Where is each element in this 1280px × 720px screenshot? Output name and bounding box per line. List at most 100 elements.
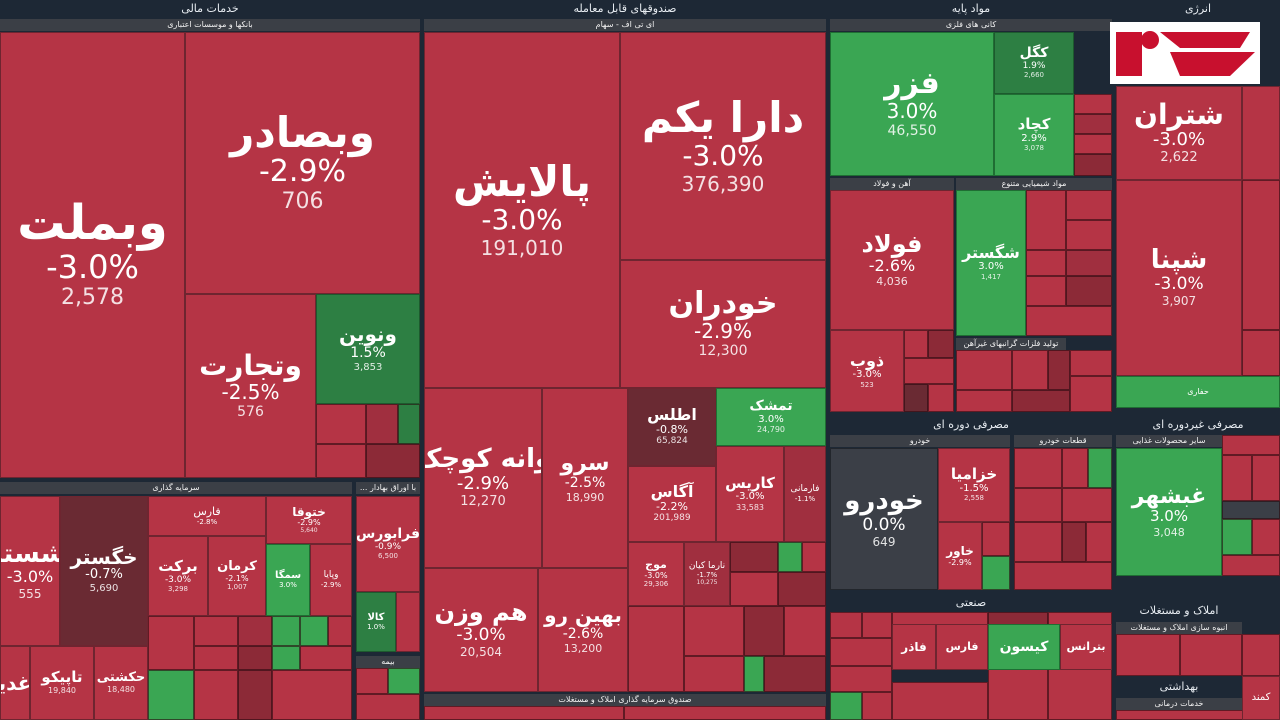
tile-farmani[interactable]: فارمانی -1.1% bbox=[784, 446, 826, 542]
sector-title-etf: صندوقهای قابل معامله bbox=[573, 2, 677, 15]
tile-agas[interactable]: آگاس -2.2% 201,989 bbox=[628, 466, 716, 542]
tile-name: اطلس bbox=[647, 404, 697, 424]
tile-fazr[interactable]: فزر 3.0% 46,550 bbox=[830, 32, 994, 176]
tile-vgadir[interactable]: وغدیر bbox=[0, 646, 30, 720]
tile-kegol[interactable]: کگل 1.9% 2,660 bbox=[994, 32, 1074, 94]
tile-refinery[interactable]: حفاری bbox=[1116, 376, 1280, 408]
tile-name: شستا bbox=[1, 538, 59, 569]
tile-karis[interactable]: کاریس -3.0% 33,583 bbox=[716, 446, 784, 542]
tile-name: بهین رو bbox=[544, 602, 622, 627]
tile-vbemellat[interactable]: وبملت -3.0% 2,578 bbox=[0, 32, 185, 478]
tile-shepna[interactable]: شپنا -3.0% 3,907 bbox=[1116, 180, 1242, 376]
tile-batrans[interactable]: بترانس bbox=[1060, 624, 1112, 670]
tile-ghabshahr[interactable]: غبشهر 3.0% 3,048 bbox=[1116, 448, 1222, 576]
tile-name: سرو bbox=[560, 450, 610, 476]
tile-kala[interactable]: کالا 1.0% bbox=[356, 592, 396, 652]
tile-percent: -3.0% bbox=[682, 138, 764, 172]
subsector-other-fin: ... با اوراق بهادار bbox=[356, 482, 420, 494]
tile-palayesh[interactable]: پالایش -3.0% 191,010 bbox=[424, 32, 620, 388]
tile-hamvazn[interactable]: هم وزن -3.0% 20,504 bbox=[424, 568, 538, 692]
tile-percent: -3.0% bbox=[164, 574, 192, 585]
tile-name: خاور bbox=[946, 544, 974, 559]
tile-zob[interactable]: ذوب -3.0% 523 bbox=[830, 330, 904, 412]
tile-percent: -2.5% bbox=[221, 379, 280, 404]
tile-khgoster[interactable]: خگستر -0.7% 5,690 bbox=[60, 496, 148, 646]
tile-name: وپایا bbox=[323, 570, 339, 581]
tile-simga[interactable]: سمگا 3.0% bbox=[266, 544, 310, 616]
tile-kiseon[interactable]: کیسون bbox=[988, 624, 1060, 670]
tile-sarv[interactable]: سرو -2.5% 18,990 bbox=[542, 388, 628, 568]
tile-faraboors[interactable]: فرابورس -0.9% 6,500 bbox=[356, 496, 420, 592]
tile-vtejarat[interactable]: وتجارت -2.5% 576 bbox=[185, 294, 316, 478]
tile-value: 3,298 bbox=[167, 584, 189, 593]
tile-shegoster[interactable]: شگستر 3.0% 1,417 bbox=[956, 190, 1026, 336]
tile-khavar[interactable]: خاور -2.9% bbox=[938, 522, 982, 590]
tile-percent: -3.0% bbox=[481, 202, 563, 236]
tile-percent: -3.0% bbox=[456, 624, 506, 645]
tile-name: فارمانی bbox=[790, 484, 820, 495]
tile-kamand[interactable]: کمند bbox=[1242, 676, 1280, 720]
tile-shasta[interactable]: شستا -3.0% 555 bbox=[0, 496, 60, 646]
tile-mowj[interactable]: موج -3.0% 29,306 bbox=[628, 542, 684, 606]
tile-value: 523 bbox=[860, 380, 874, 389]
small-tiles-housing bbox=[1116, 634, 1280, 676]
tile-value: 2,622 bbox=[1160, 150, 1198, 166]
tile-foolad[interactable]: فولاد -2.6% 4,036 bbox=[830, 190, 954, 330]
tile-khodran[interactable]: خودران -2.9% 12,300 bbox=[620, 260, 826, 388]
tile-vnovin[interactable]: ونوین 1.5% 3,853 bbox=[316, 294, 420, 404]
tile-name: کچاد bbox=[1017, 115, 1051, 134]
tile-fater[interactable]: فاذر bbox=[892, 624, 936, 670]
tile-faris[interactable]: فارس -2.8% bbox=[148, 496, 266, 536]
tile-value: 65,824 bbox=[656, 436, 688, 447]
tile-shazran-right[interactable] bbox=[1242, 86, 1280, 180]
tile-name: کرمان bbox=[217, 559, 257, 575]
tile-kchad[interactable]: کچاد 2.9% 3,078 bbox=[994, 94, 1074, 176]
tile-hakeshti[interactable]: حکشتی 18,480 bbox=[94, 646, 148, 720]
tile-percent: -2.1% bbox=[225, 574, 249, 584]
subsector-basic-metals: تولید فلزات گرانبهای غیرآهن bbox=[956, 338, 1066, 350]
tile-name: موج bbox=[645, 558, 667, 572]
tile-name: شتران bbox=[1134, 98, 1224, 132]
tile-value: 18,480 bbox=[107, 685, 135, 695]
tile-farmakian[interactable]: نارما کیان -1.7% 10,275 bbox=[684, 542, 730, 606]
tile-value: 12,300 bbox=[698, 342, 748, 359]
tile-khotooga[interactable]: ختوقا -2.9% 5,640 bbox=[266, 496, 352, 544]
subsector-chemicals: مواد شیمیایی متنوع bbox=[956, 178, 1112, 190]
tile-name: کگل bbox=[1019, 45, 1049, 62]
tile-percent: -2.8% bbox=[196, 517, 218, 526]
tile-percent: -3.0% bbox=[644, 570, 668, 580]
sector-title-energy: انرژی bbox=[1184, 2, 1212, 15]
tile-vbsader[interactable]: وبصادر -2.9% 706 bbox=[185, 32, 420, 294]
tile-darayekom[interactable]: دارا یکم -3.0% 376,390 bbox=[620, 32, 826, 260]
tile-atlas[interactable]: اطلس -0.8% 65,824 bbox=[628, 388, 716, 466]
tile-percent: -2.2% bbox=[656, 499, 688, 513]
tile-kala-side[interactable] bbox=[396, 592, 420, 652]
tile-percent: -1.7% bbox=[696, 571, 718, 580]
tile-value: 33,583 bbox=[736, 502, 764, 512]
tile-name: نارما کیان bbox=[688, 560, 726, 571]
tile-tamashk[interactable]: تمشک 3.0% 24,790 bbox=[716, 388, 826, 446]
tile-name: ختوقا bbox=[292, 504, 326, 519]
tile-percent: -2.9% bbox=[258, 153, 347, 189]
tile-value: 191,010 bbox=[480, 236, 564, 261]
tile-value: 5,690 bbox=[89, 582, 119, 594]
tile-vapaya[interactable]: وپایا -2.9% bbox=[310, 544, 352, 616]
tile-barkat[interactable]: برکت -3.0% 3,298 bbox=[148, 536, 208, 616]
tile-vanekoocheh[interactable]: وانه کوچک -2.9% 12,270 bbox=[424, 388, 542, 568]
tile-shazran[interactable]: شتران -3.0% 2,622 bbox=[1116, 86, 1242, 180]
tile-kerman[interactable]: کرمان -2.1% 1,007 bbox=[208, 536, 266, 616]
tile-percent: -1.1% bbox=[794, 494, 816, 503]
tile-percent: -0.8% bbox=[656, 422, 688, 436]
tile-name: ونوین bbox=[339, 322, 397, 347]
tile-tapico[interactable]: تاپیکو 19,840 bbox=[30, 646, 94, 720]
tile-behinro[interactable]: بهین رو -2.6% 13,200 bbox=[538, 568, 628, 692]
sector-title-health: بهداشتی bbox=[1159, 680, 1199, 693]
subsector-steel: آهن و فولاد bbox=[830, 178, 954, 190]
tile-khazamia[interactable]: خزامیا -1.5% 2,558 bbox=[938, 448, 1010, 522]
tile-khodro[interactable]: خودرو 0.0% 649 bbox=[830, 448, 938, 590]
subsector-insurance: بیمه bbox=[356, 656, 420, 668]
tile-percent: -2.5% bbox=[564, 474, 606, 491]
tile-value: 555 bbox=[18, 586, 42, 601]
tile-value: 5,640 bbox=[300, 527, 318, 535]
tile-fakhas[interactable]: فارس bbox=[936, 624, 988, 670]
